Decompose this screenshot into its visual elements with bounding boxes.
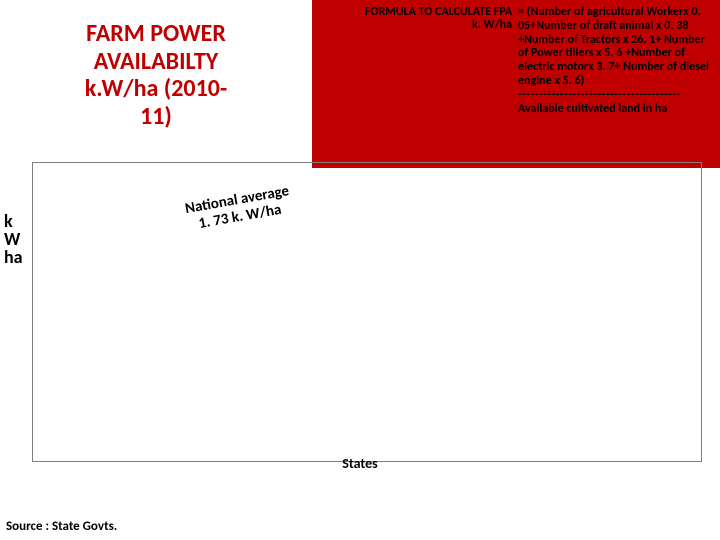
chart-x-axis-label: States bbox=[0, 455, 720, 472]
chart: k W ha National average 1. 73 k. W/ha St… bbox=[0, 162, 720, 502]
title-line2: AVAILABILTY bbox=[36, 48, 276, 76]
title-line1: FARM POWER bbox=[36, 20, 276, 48]
source-citation: Source : State Govts. bbox=[6, 519, 117, 534]
slide-title: FARM POWER AVAILABILTY k.W/ha (2010- 11) bbox=[36, 20, 276, 150]
formula-label: FORMULA TO CALCULATE FPA k. W/ha bbox=[322, 6, 512, 162]
y-label-line3: ha bbox=[4, 248, 34, 266]
formula-panel: FORMULA TO CALCULATE FPA k. W/ha = (Numb… bbox=[312, 0, 720, 168]
formula-label-line2: k. W/ha bbox=[322, 19, 512, 32]
formula-separator: --------------------------------------- bbox=[518, 89, 710, 103]
slide: FORMULA TO CALCULATE FPA k. W/ha = (Numb… bbox=[0, 0, 720, 540]
title-line3: k.W/ha (2010- bbox=[36, 75, 276, 103]
chart-y-axis-label: k W ha bbox=[4, 212, 34, 266]
formula-denominator: Available cultivated land in ha bbox=[518, 103, 710, 117]
chart-plot-area bbox=[32, 162, 702, 462]
title-line4: 11) bbox=[36, 103, 276, 131]
formula-body: = (Number of agricultural Workerx 0. 05+… bbox=[518, 6, 710, 162]
formula-body-text: = (Number of agricultural Workerx 0. 05+… bbox=[518, 6, 710, 89]
